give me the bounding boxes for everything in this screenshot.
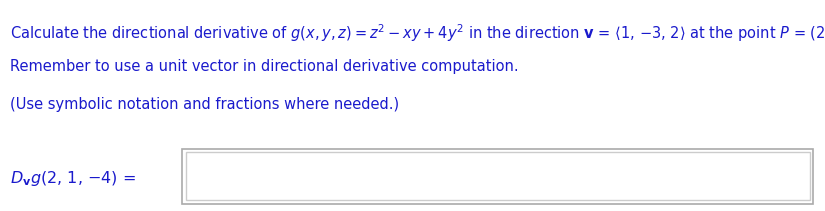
Bar bbox=[182, 149, 813, 204]
Bar bbox=[186, 152, 810, 200]
Text: Remember to use a unit vector in directional derivative computation.: Remember to use a unit vector in directi… bbox=[10, 59, 519, 74]
Text: $\mathit{D}_{\mathbf{v}}\!\,g$(2, 1, −4) =: $\mathit{D}_{\mathbf{v}}\!\,g$(2, 1, −4)… bbox=[10, 169, 136, 188]
Text: Calculate the directional derivative of $g(x, y, z) = z^2 - xy + 4y^2$ in the di: Calculate the directional derivative of … bbox=[10, 22, 825, 44]
Text: (Use symbolic notation and fractions where needed.): (Use symbolic notation and fractions whe… bbox=[10, 97, 399, 112]
